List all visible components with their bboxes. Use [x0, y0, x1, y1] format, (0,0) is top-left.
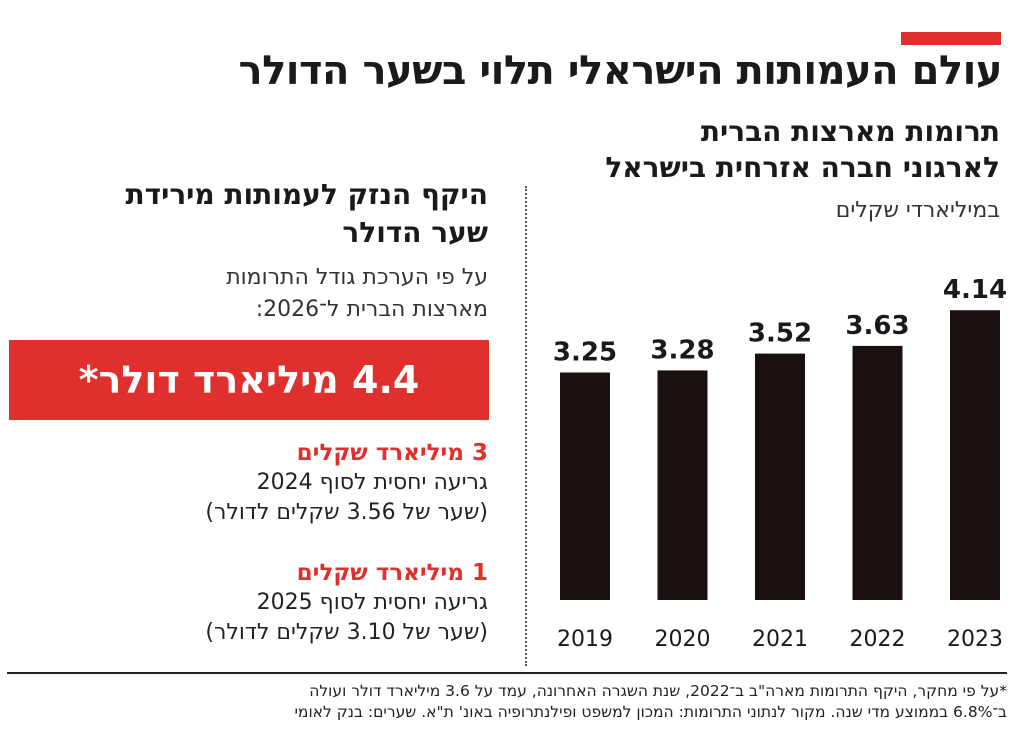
x-tick-label: 2021: [752, 627, 808, 652]
damage-total-value: 4.4 מיליארד דולר*: [78, 358, 420, 402]
damage-item-line: (שער של 3.56 שקלים לדולר): [205, 500, 488, 525]
bar-2019: [560, 372, 610, 600]
bar-value-label: 3.25: [553, 338, 617, 368]
bar-chart: 3.25 2019 3.28 2020 3.52 2021 3.63 2022 4.14 2023: [553, 275, 1007, 652]
bar-2023: [950, 310, 1000, 600]
damage-item-line: גריעה יחסית לסוף 2025: [256, 590, 488, 615]
chart-title-line1: תרומות מארצות הברית: [700, 115, 1000, 148]
damage-item: 1 מיליארד שקלים גריעה יחסית לסוף 2025 (ש…: [205, 558, 488, 648]
accent-bar: [901, 32, 1001, 45]
bar-2021: [755, 353, 805, 600]
chart-title: תרומות מארצות הברית לארגוני חברה אזרחית …: [605, 114, 1000, 186]
bar-2022: [852, 345, 903, 600]
footnote-line1: *על פי מחקר, היקף התרומות מארה"ב ב־2022,…: [309, 682, 1007, 700]
damage-item-head: 3 מיליארד שקלים: [296, 440, 488, 466]
damage-item-head: 1 מיליארד שקלים: [296, 560, 488, 586]
damage-item-line: (שער של 3.10 שקלים לדולר): [205, 620, 488, 645]
x-tick-label: 2020: [655, 627, 711, 652]
bar-value-label: 3.28: [650, 335, 714, 365]
vertical-divider: [525, 186, 527, 666]
side-title-line2: שער הדולר: [342, 216, 488, 249]
bar-value-label: 3.63: [845, 311, 909, 341]
damage-total-box: 4.4 מיליארד דולר*: [9, 340, 489, 420]
side-title: היקף הנזק לעמותות מירידת שער הדולר: [125, 176, 488, 252]
side-sub-line1: על פי הערכת גודל התרומות: [226, 265, 488, 290]
damage-item-line: גריעה יחסית לסוף 2024: [256, 470, 488, 495]
footnote-line2: ב־6.8% בממוצע מדי שנה. מקור לנתוני התרומ…: [294, 703, 1007, 721]
damage-item: 3 מיליארד שקלים גריעה יחסית לסוף 2024 (ש…: [205, 438, 488, 528]
footnote: *על פי מחקר, היקף התרומות מארה"ב ב־2022,…: [294, 681, 1007, 723]
headline: עולם העמותות הישראלי תלוי בשער הדולר: [238, 48, 1003, 94]
side-sub-line2: מארצות הברית ל־2026:: [255, 297, 488, 322]
bar-value-label: 3.52: [748, 319, 812, 349]
x-tick-label: 2019: [557, 627, 613, 652]
chart-title-line2: לארגוני חברה אזרחית בישראל: [605, 151, 1000, 184]
footer-divider: [7, 672, 1007, 674]
bar-value-label: 4.14: [943, 275, 1007, 305]
bar-2020: [657, 370, 708, 600]
x-tick-label: 2022: [850, 627, 906, 652]
x-tick-label: 2023: [947, 627, 1003, 652]
chart-unit: במיליארדי שקלים: [835, 198, 1000, 223]
side-subtitle: על פי הערכת גודל התרומות מארצות הברית ל־…: [226, 262, 488, 326]
side-title-line1: היקף הנזק לעמותות מירידת: [125, 178, 488, 211]
